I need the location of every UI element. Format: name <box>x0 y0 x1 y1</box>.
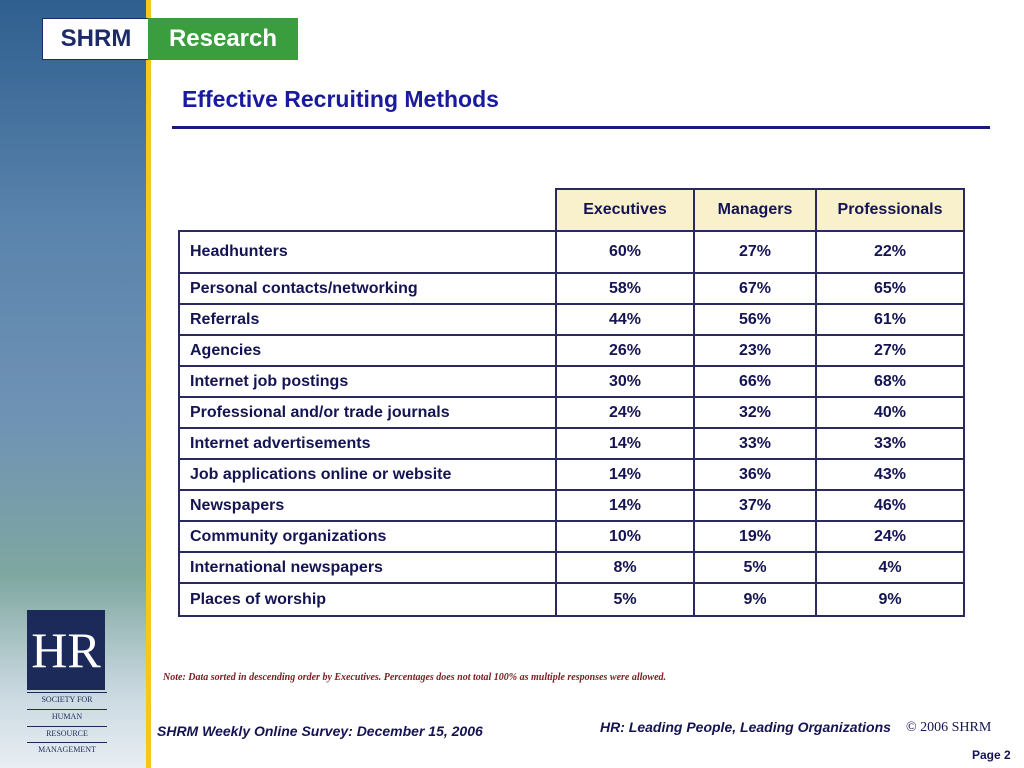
cell-value: 32% <box>693 396 817 429</box>
blank-cell <box>179 189 556 232</box>
table-row: Internet advertisements 14% 33% 33% <box>178 427 965 460</box>
row-label: Community organizations <box>178 520 557 553</box>
hr-logo-line: SOCIETY FOR <box>27 692 107 707</box>
row-label: International newspapers <box>178 551 557 584</box>
cell-value: 10% <box>555 520 695 553</box>
cell-value: 14% <box>555 458 695 491</box>
column-header: Executives <box>555 188 695 232</box>
table-row: Newspapers 14% 37% 46% <box>178 489 965 522</box>
cell-value: 27% <box>815 334 965 367</box>
cell-value: 60% <box>555 230 695 274</box>
hr-mark: HR <box>27 610 105 690</box>
row-label: Referrals <box>178 303 557 336</box>
hr-logo-line: MANAGEMENT <box>27 742 107 757</box>
cell-value: 23% <box>693 334 817 367</box>
table-row: Places of worship 5% 9% 9% <box>178 582 965 617</box>
cell-value: 67% <box>693 272 817 305</box>
row-label: Newspapers <box>178 489 557 522</box>
row-label: Personal contacts/networking <box>178 272 557 305</box>
table-row: Agencies 26% 23% 27% <box>178 334 965 367</box>
cell-value: 44% <box>555 303 695 336</box>
cell-value: 37% <box>693 489 817 522</box>
footer-source: SHRM Weekly Online Survey: December 15, … <box>157 723 483 739</box>
title: Effective Recruiting Methods <box>182 86 499 112</box>
note: Note: Data sorted in descending order by… <box>163 672 667 683</box>
cell-value: 56% <box>693 303 817 336</box>
hr-logo-line: HUMAN <box>27 709 107 724</box>
row-label: Internet advertisements <box>178 427 557 460</box>
cell-value: 24% <box>555 396 695 429</box>
row-label: Job applications online or website <box>178 458 557 491</box>
cell-value: 9% <box>815 582 965 617</box>
cell-value: 46% <box>815 489 965 522</box>
cell-value: 14% <box>555 427 695 460</box>
cell-value: 33% <box>815 427 965 460</box>
table-row: Referrals 44% 56% 61% <box>178 303 965 336</box>
cell-value: 26% <box>555 334 695 367</box>
cell-value: 30% <box>555 365 695 398</box>
column-header: Professionals <box>815 188 965 232</box>
page-number: Page 2 <box>972 748 1011 762</box>
row-label: Agencies <box>178 334 557 367</box>
logo-shrm: SHRM <box>42 18 150 60</box>
table-row: Personal contacts/networking 58% 67% 65% <box>178 272 965 305</box>
cell-value: 43% <box>815 458 965 491</box>
cell-value: 58% <box>555 272 695 305</box>
cell-value: 24% <box>815 520 965 553</box>
copyright: © 2006 SHRM <box>906 720 992 735</box>
table-row: Internet job postings 30% 66% 68% <box>178 365 965 398</box>
logo-research: Research <box>148 18 298 60</box>
header-row: Executives Managers Professionals <box>179 188 965 232</box>
cell-value: 27% <box>693 230 817 274</box>
accent-bar <box>146 0 151 768</box>
cell-value: 65% <box>815 272 965 305</box>
cell-value: 5% <box>693 551 817 584</box>
footer-tagline: HR: Leading People, Leading Organization… <box>600 719 891 735</box>
row-label: Places of worship <box>178 582 557 617</box>
table-row: Job applications online or website 14% 36%… <box>178 458 965 491</box>
table-row: Community organizations 10% 19% 24% <box>178 520 965 553</box>
cell-value: 40% <box>815 396 965 429</box>
column-header: Managers <box>693 188 817 232</box>
row-label: Professional and/or trade journals <box>178 396 557 429</box>
cell-value: 5% <box>555 582 695 617</box>
cell-value: 66% <box>693 365 817 398</box>
row-label: Internet job postings <box>178 365 557 398</box>
cell-value: 8% <box>555 551 695 584</box>
cell-value: 22% <box>815 230 965 274</box>
data-table: Executives Managers Professionals Headhunte… <box>178 188 965 617</box>
cell-value: 33% <box>693 427 817 460</box>
hr-logo-line: RESOURCE <box>27 726 107 741</box>
table-row: International newspapers 8% 5% 4% <box>178 551 965 584</box>
cell-value: 61% <box>815 303 965 336</box>
cell-value: 36% <box>693 458 817 491</box>
row-label: Headhunters <box>178 230 557 274</box>
cell-value: 68% <box>815 365 965 398</box>
table-row: Professional and/or trade journals 24% 32%… <box>178 396 965 429</box>
cell-value: 19% <box>693 520 817 553</box>
cell-value: 14% <box>555 489 695 522</box>
table-row: Headhunters 60% 27% 22% <box>178 230 965 274</box>
cell-value: 4% <box>815 551 965 584</box>
title-rule <box>172 126 990 129</box>
cell-value: 9% <box>693 582 817 617</box>
